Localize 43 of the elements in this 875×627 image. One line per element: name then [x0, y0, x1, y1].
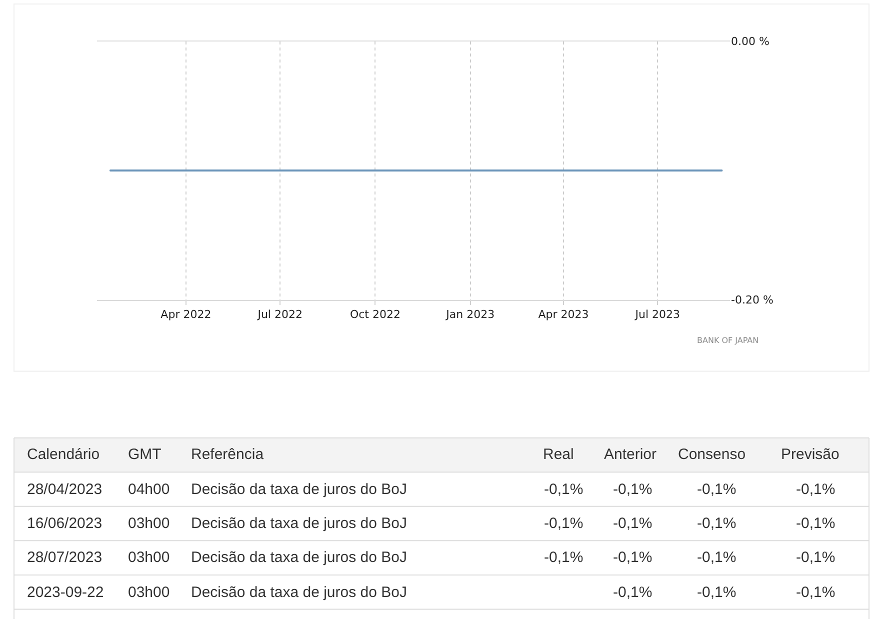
text: -0,1%: [613, 515, 652, 532]
text: -0,1%: [544, 515, 584, 532]
text: -0,1%: [796, 584, 836, 601]
text: -0,1%: [544, 549, 584, 566]
text: 03h00: [128, 515, 170, 532]
x-tick-label: Oct 2022: [350, 308, 400, 321]
x-tick-label: Apr 2023: [538, 308, 589, 321]
text: -0,1%: [697, 549, 736, 566]
category-label: Previsão: [781, 446, 840, 463]
x-tick-label: Jul 2023: [634, 308, 680, 321]
y-tick-label: -0.20 %: [731, 294, 774, 307]
text: 03h00: [128, 549, 170, 566]
text: -0,1%: [697, 515, 736, 532]
category-label: Anterior: [604, 446, 657, 463]
text: 16/06/2023: [27, 515, 102, 532]
text: Decisão da taxa de juros do BoJ: [191, 515, 407, 532]
x-tick-label: Jul 2022: [256, 308, 302, 321]
text: BANK OF JAPAN: [697, 336, 759, 345]
text: -0,1%: [697, 584, 736, 601]
text: -0,1%: [796, 549, 836, 566]
category-label: Calendário: [27, 446, 100, 463]
text: Decisão da taxa de juros do BoJ: [191, 584, 407, 601]
text: -0,1%: [613, 549, 652, 566]
x-tick-label: Apr 2022: [160, 308, 212, 321]
category-label: Consenso: [678, 446, 746, 463]
category-label: GMT: [128, 446, 162, 463]
text: -0,1%: [697, 481, 736, 498]
text: -0,1%: [613, 584, 652, 601]
category-label: Real: [543, 446, 574, 463]
text: Decisão da taxa de juros do BoJ: [191, 481, 407, 498]
text: -0,1%: [544, 481, 584, 498]
text: -0,1%: [796, 515, 836, 532]
x-tick-label: Jan 2023: [445, 308, 495, 321]
text: -0,1%: [796, 481, 836, 498]
text: -0,1%: [613, 481, 652, 498]
text: 03h00: [128, 584, 170, 601]
text: 28/04/2023: [27, 481, 102, 498]
text: 2023-09-22: [27, 584, 104, 601]
text: 28/07/2023: [27, 549, 102, 566]
category-label: Referência: [191, 446, 264, 463]
y-tick-label: 0.00 %: [731, 35, 770, 48]
text: Decisão da taxa de juros do BoJ: [191, 549, 407, 566]
text: 04h00: [128, 481, 170, 498]
